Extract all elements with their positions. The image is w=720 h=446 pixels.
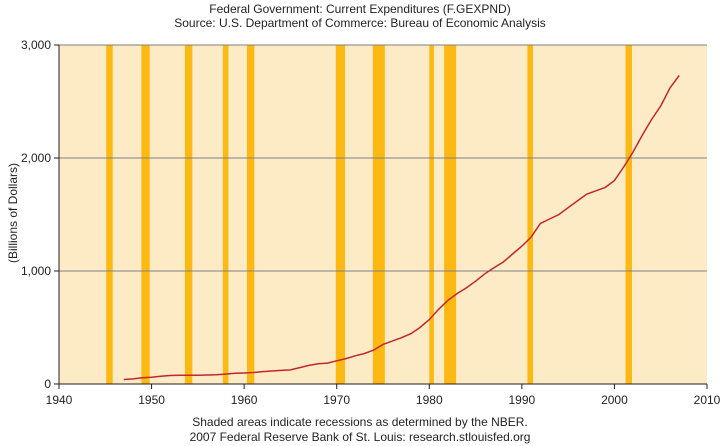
y-axis-ticks: 0 1,000 2,000 3,000 [21,38,59,391]
recession-band [429,45,434,384]
x-tick-label: 1940 [46,393,73,407]
recession-band [335,45,346,384]
recession-band [625,45,633,384]
recession-note: Shaded areas indicate recessions as dete… [192,415,528,429]
x-tick-label: 1970 [323,393,350,407]
gridlines [59,44,707,272]
recession-band [222,45,229,384]
expenditures-line [123,75,680,381]
y-tick-label: 3,000 [21,38,51,52]
recession-band [106,45,113,384]
axes [58,45,707,385]
recession-band [372,45,385,384]
x-tick-label: 1990 [509,393,536,407]
recession-band [184,45,193,384]
chart-title: Federal Government: Current Expenditures… [209,2,511,16]
x-tick-label: 1950 [138,393,165,407]
recession-band [527,45,533,384]
recession-band [141,45,150,384]
y-tick-label: 1,000 [21,264,51,278]
source-credit: 2007 Federal Reserve Bank of St. Louis: … [189,430,531,444]
x-tick-label: 1980 [416,393,443,407]
chart-subtitle: Source: U.S. Department of Commerce: Bur… [174,16,546,30]
x-axis-ticks: 1940 1950 1960 1970 1980 1990 2000 2010 [46,384,720,407]
x-tick-label: 1960 [231,393,258,407]
recession-bands [106,45,633,384]
recession-band [246,45,255,384]
x-tick-label: 2010 [694,393,720,407]
y-tick-label: 0 [44,377,51,391]
x-tick-label: 2000 [601,393,628,407]
y-tick-label: 2,000 [21,151,51,165]
y-axis-label: (Billions of Dollars) [6,163,20,263]
recession-band [444,45,457,384]
